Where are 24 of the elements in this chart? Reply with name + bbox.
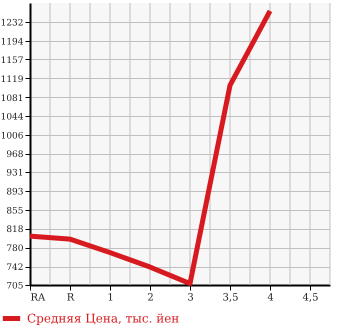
- y-tick-label: 1194: [0, 37, 24, 48]
- y-tick-label: 1006: [0, 131, 24, 142]
- x-tick-label: RA: [30, 292, 46, 304]
- x-tick-label: 1: [107, 292, 114, 304]
- y-tick-label: 931: [6, 168, 24, 179]
- y-tick-label: 1157: [0, 56, 24, 66]
- x-tick-label: 2: [147, 292, 154, 304]
- y-tick-label: 705: [6, 282, 24, 292]
- y-tick-label: 968: [6, 150, 24, 160]
- x-tick-label: 3: [187, 292, 194, 304]
- y-tick-label: 780: [6, 244, 24, 254]
- x-tick-label: 4: [267, 292, 274, 304]
- y-tick-label: 742: [6, 263, 24, 274]
- y-tick-label: 1119: [0, 74, 24, 85]
- x-tick-label: 4,5: [302, 292, 318, 304]
- x-tick-label: R: [66, 292, 75, 304]
- y-tick-label: 1081: [0, 94, 24, 104]
- y-tick-label: 1232: [0, 18, 24, 28]
- x-tick-label: 3,5: [222, 292, 238, 304]
- y-tick-label: 855: [6, 206, 24, 217]
- y-tick-label: 893: [6, 188, 24, 198]
- y-tick-label: 818: [6, 225, 24, 236]
- y-tick-label: 1044: [0, 112, 24, 122]
- legend-label: Средняя Цена, тыс. йен: [27, 312, 180, 326]
